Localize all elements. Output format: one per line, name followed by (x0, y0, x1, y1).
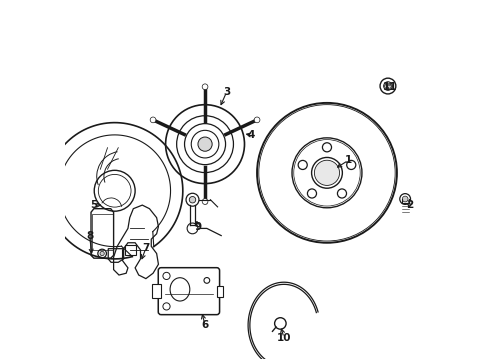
Circle shape (150, 117, 156, 123)
Text: 8: 8 (86, 231, 93, 240)
Circle shape (402, 196, 407, 202)
Text: 4: 4 (247, 130, 255, 140)
Text: 9: 9 (194, 222, 201, 231)
Circle shape (383, 82, 391, 90)
Text: 2: 2 (405, 200, 412, 210)
Circle shape (100, 251, 104, 256)
Text: 6: 6 (201, 320, 208, 330)
Text: 5: 5 (90, 200, 97, 210)
Circle shape (314, 160, 339, 185)
Text: 10: 10 (276, 333, 290, 343)
Circle shape (254, 117, 260, 123)
Text: 7: 7 (142, 243, 149, 253)
Text: 1: 1 (344, 155, 351, 165)
FancyBboxPatch shape (152, 284, 161, 298)
Circle shape (202, 199, 207, 204)
Circle shape (198, 137, 212, 151)
FancyBboxPatch shape (158, 268, 219, 315)
Circle shape (202, 84, 207, 90)
Text: 3: 3 (223, 87, 230, 97)
Circle shape (189, 197, 195, 203)
FancyBboxPatch shape (216, 286, 223, 297)
Text: 11: 11 (382, 82, 396, 92)
